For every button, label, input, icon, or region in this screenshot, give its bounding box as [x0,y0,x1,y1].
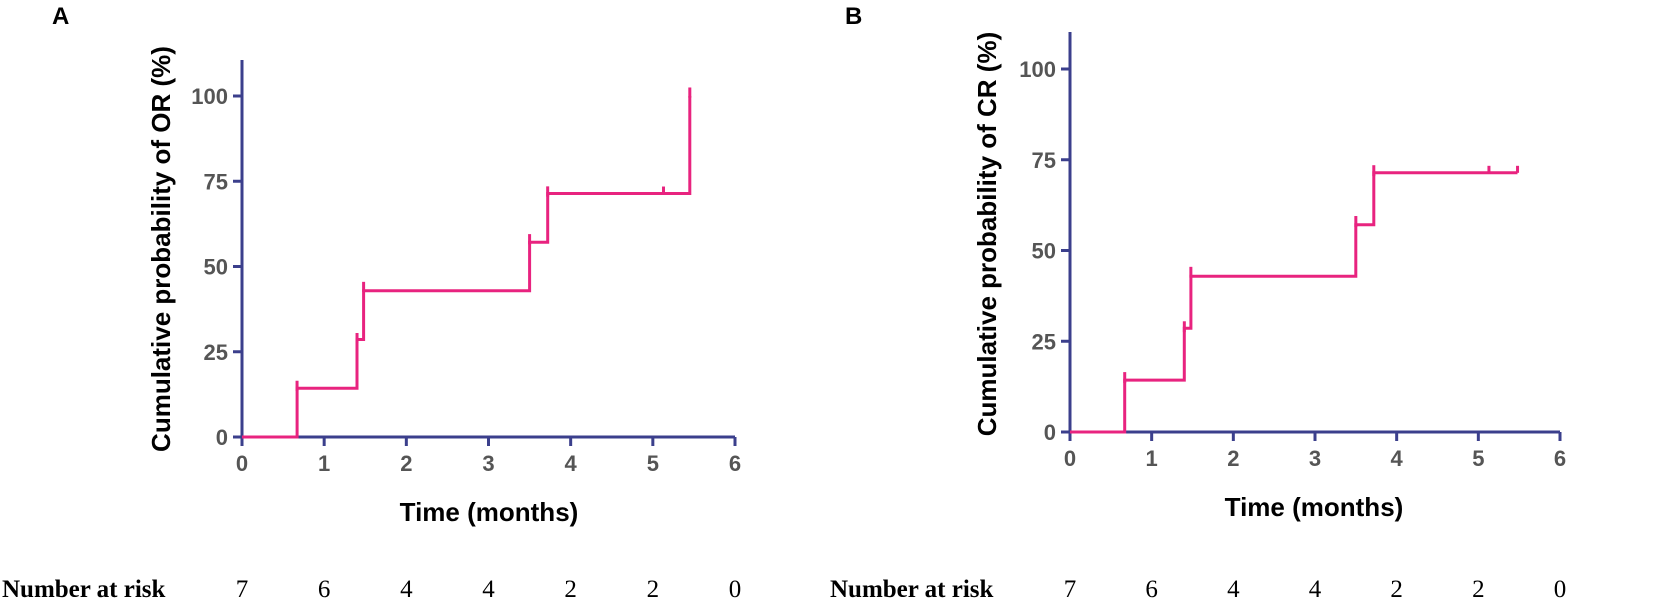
panel-a-risk-value-t0: 7 [236,576,249,603]
panel-a-y-tick-label-75: 75 [204,169,228,194]
panel-a-y-tick-label-50: 50 [204,255,228,280]
panel-b-x-tick-label-1: 1 [1146,446,1158,471]
panel-b-x-tick-label-3: 3 [1309,446,1321,471]
panel-b-x-tick-label-2: 2 [1227,446,1239,471]
panel-a-y-tick-label-25: 25 [204,340,228,365]
panel-b-risk-value-t5: 2 [1472,576,1485,603]
panel-a-x-tick-label-2: 2 [400,451,412,476]
panel-a-km-curve [242,96,692,439]
panel-b-y-tick-label-25: 25 [1032,329,1056,354]
panel-b-risk-value-t3: 4 [1309,576,1322,603]
panel-a-y-tick-label-100: 100 [191,84,228,109]
panel-a-x-tick-label-1: 1 [318,451,330,476]
panel-b-y-tick-label-75: 75 [1032,148,1056,173]
panel-a-risk-value-t6: 0 [729,576,742,603]
panel-b-x-tick-label-4: 4 [1391,446,1404,471]
panel-a-risk-value-t2: 4 [400,576,413,603]
panel-b-km-curve [1070,171,1518,434]
panel-a-risk-value-t1: 6 [318,576,331,603]
panel-b-risk-value-t2: 4 [1227,576,1240,603]
panel-b-risk-value-t6: 0 [1554,576,1567,603]
panel-a-y-axis-title: Cumulative probability of OR (%) [146,46,176,452]
panel-b-y-tick-label-0: 0 [1044,420,1056,445]
panel-b-x-tick-label-0: 0 [1064,446,1076,471]
panel-b-risk-table: 7 6 4 4 2 2 0 [1064,576,1567,603]
panel-b-x-axis-title: Time (months) [1225,492,1404,522]
panel-b-axes: 0 25 50 75 100 0 1 2 3 4 5 6 [1019,32,1566,471]
panel-b-curves [1070,165,1520,434]
panel-b-y-tick-label-50: 50 [1032,239,1056,264]
panel-b-x-tick-label-6: 6 [1554,446,1566,471]
panel-a-x-tick-label-6: 6 [729,451,741,476]
panel-b-y-tick-label-100: 100 [1019,57,1056,82]
panel-a: A 0 25 50 75 100 0 1 2 3 4 5 6 Time (months) Cumula… [2,3,741,603]
panel-b-risk-table-title: Number at risk [830,576,994,603]
panel-a-curves [242,87,692,439]
panel-a-risk-value-t3: 4 [482,576,495,603]
panel-b-risk-value-t0: 7 [1064,576,1077,603]
panel-b: B 0 25 50 75 100 0 1 2 3 4 5 6 Time (months) Cumula… [830,3,1566,603]
panel-a-x-tick-label-3: 3 [482,451,494,476]
panel-a-risk-value-t5: 2 [647,576,660,603]
panel-a-axes: 0 25 50 75 100 0 1 2 3 4 5 6 [191,60,741,476]
panel-a-risk-value-t4: 2 [564,576,577,603]
panel-a-y-tick-label-0: 0 [216,425,228,450]
panel-a-x-tick-label-5: 5 [647,451,659,476]
panel-b-risk-value-t4: 2 [1390,576,1403,603]
panel-b-x-tick-label-5: 5 [1472,446,1484,471]
panel-a-x-axis-title: Time (months) [400,497,579,527]
panel-a-x-tick-label-0: 0 [236,451,248,476]
panel-b-letter: B [845,3,862,30]
panel-a-x-tick-label-4: 4 [565,451,578,476]
panel-a-risk-table: 7 6 4 4 2 2 0 [236,576,742,603]
panel-b-risk-value-t1: 6 [1145,576,1158,603]
panel-b-y-axis-title: Cumulative probability of CR (%) [972,32,1002,436]
panel-a-risk-table-title: Number at risk [2,576,166,603]
panel-a-letter: A [52,3,69,30]
